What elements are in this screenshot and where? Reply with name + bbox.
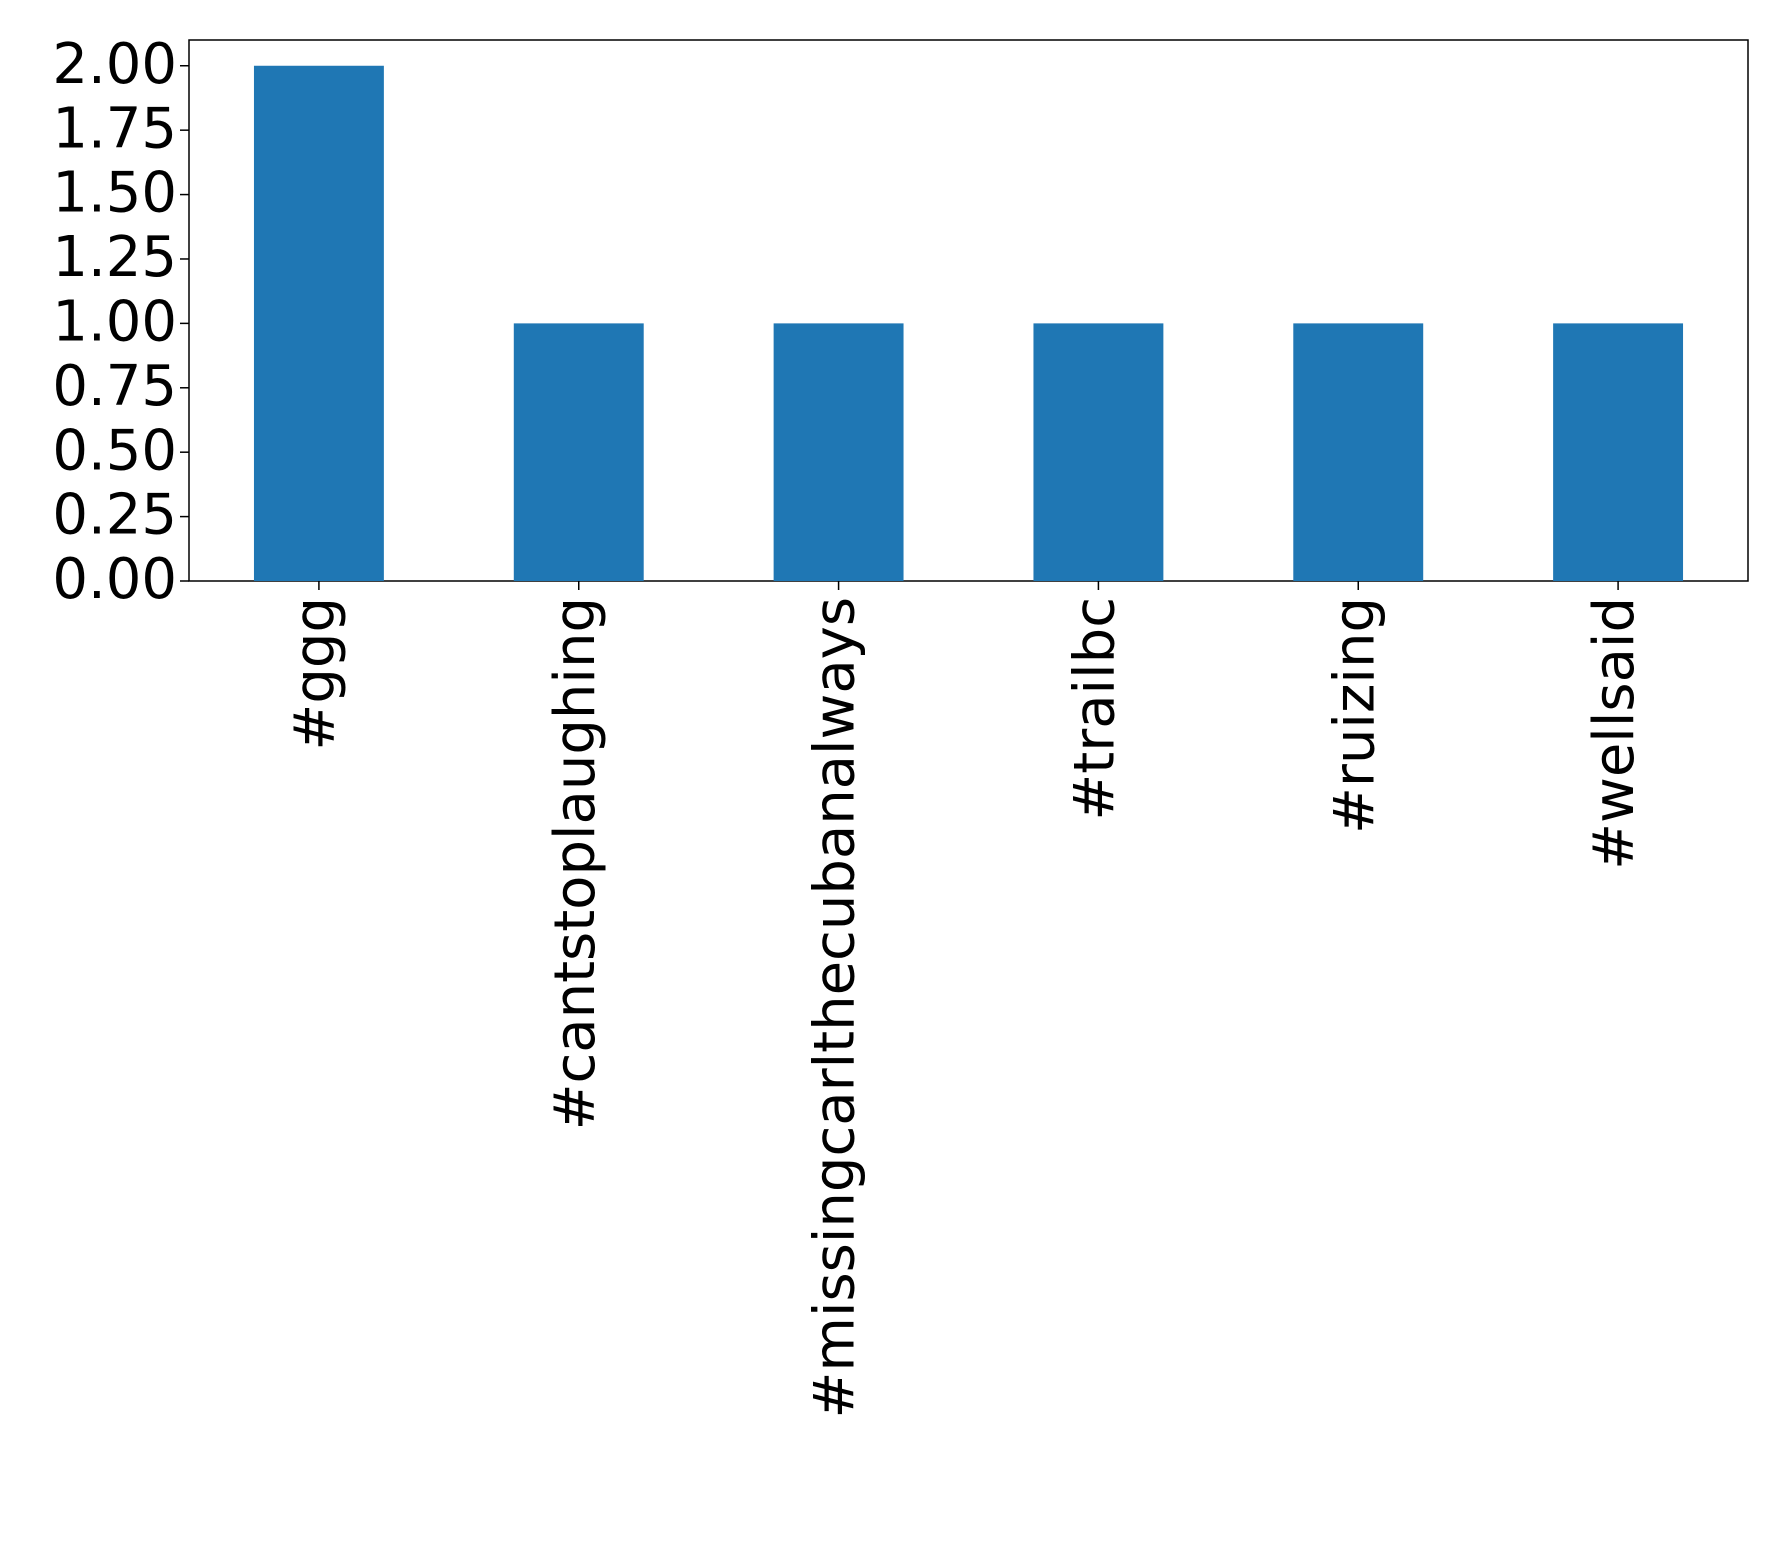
y-tick-label: 0.50 xyxy=(52,418,177,483)
x-tick-label: #missingcarlthecubanalways xyxy=(803,597,868,1419)
y-tick-label: 0.75 xyxy=(52,354,177,419)
y-tick-label: 1.50 xyxy=(52,161,177,226)
plot-frame xyxy=(188,39,1749,582)
y-tick-label: 0.00 xyxy=(52,547,177,612)
y-tick-label: 0.25 xyxy=(52,483,177,548)
bar xyxy=(513,323,644,581)
bar xyxy=(1033,323,1164,581)
bar xyxy=(1553,323,1684,581)
x-tick-label: #trailbc xyxy=(1063,597,1128,821)
x-tick-label: #cantstoplaughing xyxy=(543,597,608,1130)
x-tick-label: #wellsaid xyxy=(1582,597,1647,870)
bar xyxy=(253,65,384,581)
x-tick-label: #ggg xyxy=(283,597,348,751)
bar xyxy=(1293,323,1424,581)
y-tick-label: 1.25 xyxy=(52,225,177,290)
bar xyxy=(773,323,904,581)
y-tick-label: 1.75 xyxy=(52,96,177,161)
y-tick-label: 2.00 xyxy=(52,32,177,97)
y-tick-label: 1.00 xyxy=(52,290,177,355)
x-tick-label: #ruizing xyxy=(1322,597,1387,834)
